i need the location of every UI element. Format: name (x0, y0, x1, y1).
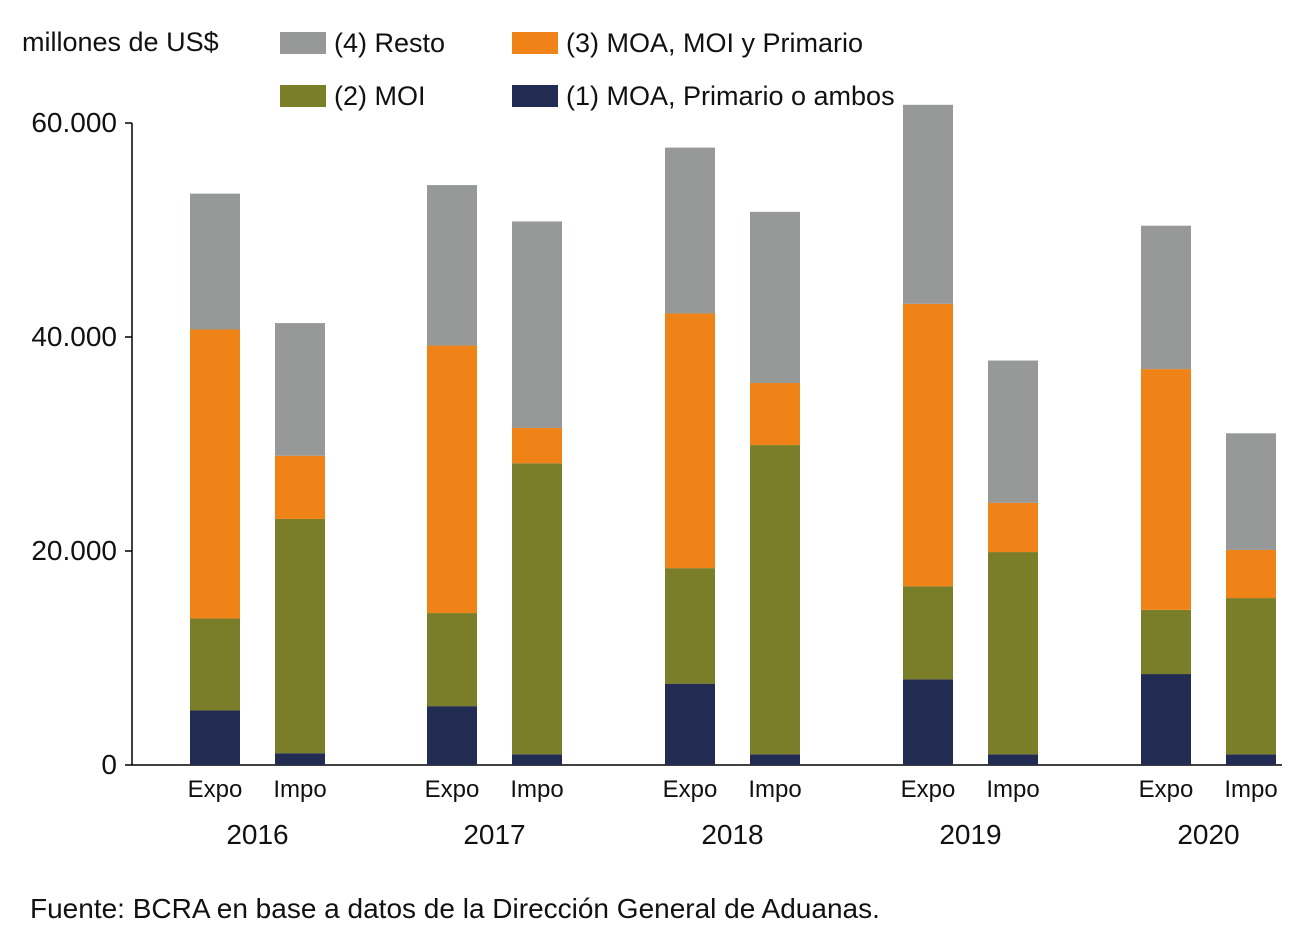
bar-segment (665, 147, 715, 314)
bar-segment (512, 221, 562, 428)
x-category-label: Impo (510, 776, 563, 803)
bar-segment (750, 211, 800, 384)
bar-segment (1226, 433, 1276, 550)
legend-label: (1) MOA, Primario o ambos (566, 81, 895, 111)
bar-segment (665, 568, 715, 684)
bar-segment (512, 754, 562, 765)
x-category-label: Expo (188, 776, 243, 803)
bar-segment (750, 445, 800, 755)
y-tick-label: 20.000 (31, 535, 117, 566)
legend-swatch (280, 85, 326, 107)
y-tick-label: 0 (101, 749, 117, 780)
bar-segment (665, 313, 715, 569)
y-tick-label: 40.000 (31, 321, 117, 352)
bar-segment (275, 323, 325, 456)
bar-segment (750, 754, 800, 765)
bar-segment (427, 706, 477, 765)
y-axis-title: millones de US$ (22, 27, 219, 57)
stacked-bar-chart: millones de US$ 0 20.000 40.000 60.000 Expo Im… (22, 27, 1282, 850)
bar-segment (903, 586, 953, 680)
x-category-label: Expo (901, 776, 956, 803)
y-tick-label: 60.000 (31, 107, 117, 138)
legend-label: (3) MOA, MOI y Primario (566, 28, 863, 58)
bar-segment (190, 710, 240, 765)
bar-segment (275, 455, 325, 519)
bar-segment (275, 518, 325, 754)
bar-segment (1141, 369, 1191, 610)
x-category-label: Impo (1224, 776, 1277, 803)
bar-segment (988, 502, 1038, 553)
x-category-label: Impo (273, 776, 326, 803)
bar-segment (190, 329, 240, 619)
bar-segment (665, 683, 715, 765)
bar-segment (903, 303, 953, 587)
legend-label: (4) Resto (334, 28, 445, 58)
bar-segment (988, 360, 1038, 503)
bar-segment (1226, 754, 1276, 765)
legend-swatch (512, 85, 558, 107)
legend-swatch (280, 32, 326, 54)
legend-label: (2) MOI (334, 81, 426, 111)
x-category-label: Expo (663, 776, 718, 803)
bar-segment (1226, 549, 1276, 599)
bar-segment (903, 104, 953, 304)
x-group-label: 2017 (463, 819, 525, 850)
x-group-label: 2016 (226, 819, 288, 850)
x-category-label: Expo (1139, 776, 1194, 803)
bar-segment (903, 679, 953, 765)
bar-segment (1141, 674, 1191, 765)
x-group-label: 2018 (701, 819, 763, 850)
bar-segment (427, 345, 477, 614)
x-group-label: 2020 (1177, 819, 1239, 850)
bar-segment (988, 754, 1038, 765)
bar-segment (1141, 609, 1191, 675)
x-group-label: 2019 (939, 819, 1001, 850)
bar-segment (427, 613, 477, 707)
bar-segment (988, 552, 1038, 755)
x-category-label: Impo (748, 776, 801, 803)
bar-segment (750, 383, 800, 446)
bar-segment (1141, 225, 1191, 370)
legend-swatch (512, 32, 558, 54)
bar-segment (275, 753, 325, 765)
bar-segment (1226, 598, 1276, 755)
source-note: Fuente: BCRA en base a datos de la Direc… (30, 893, 880, 924)
bar-segment (190, 618, 240, 711)
bar-segment (427, 185, 477, 346)
x-category-label: Expo (425, 776, 480, 803)
x-category-label: Impo (986, 776, 1039, 803)
bar-segment (512, 427, 562, 464)
bar-segment (512, 463, 562, 755)
bar-segment (190, 193, 240, 330)
